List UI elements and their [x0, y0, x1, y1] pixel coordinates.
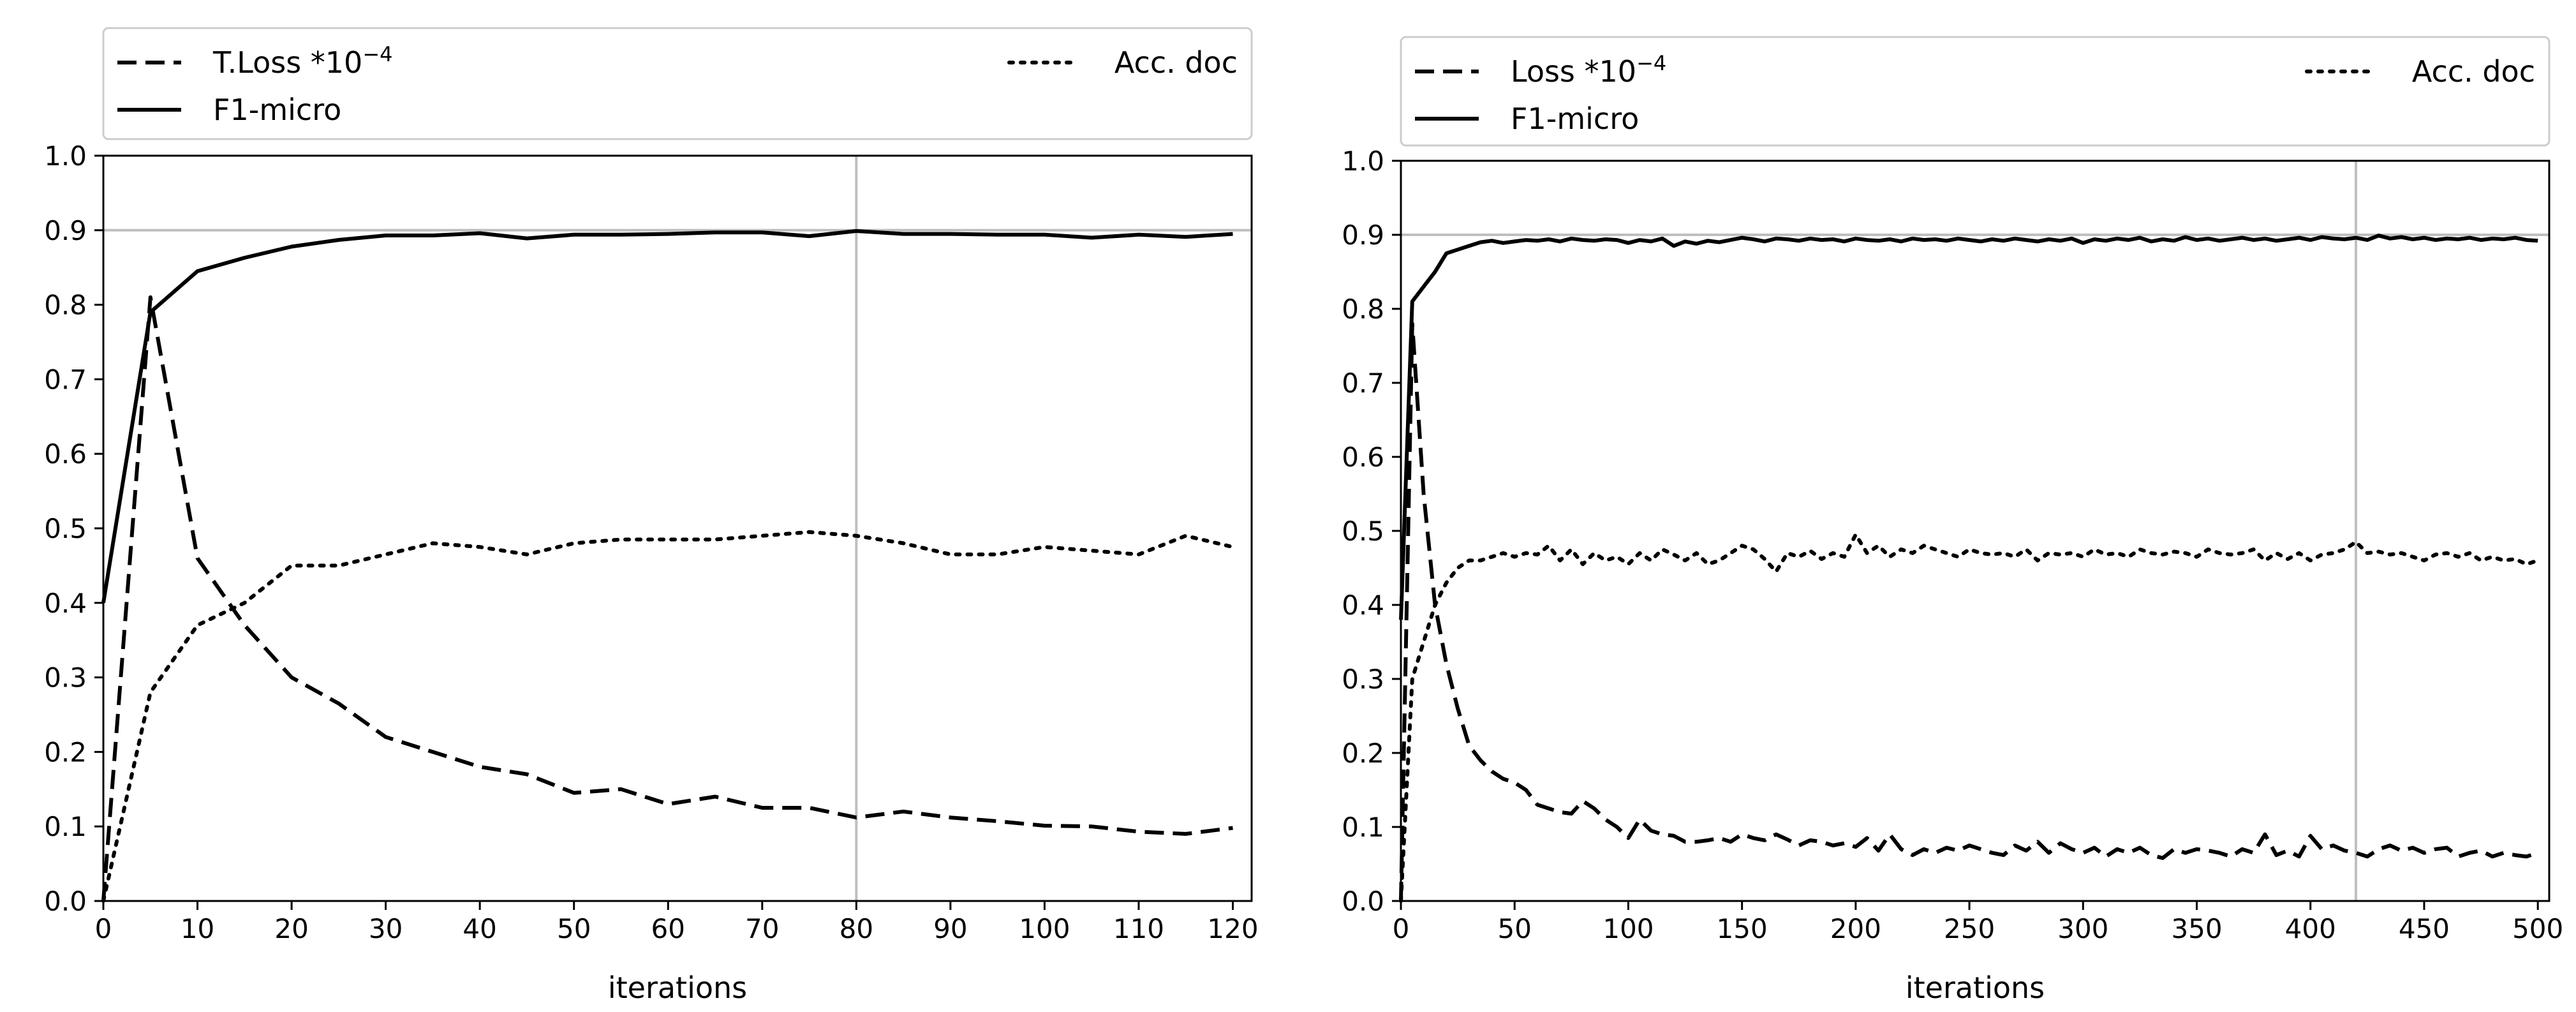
x-tick-label: 300: [2057, 913, 2108, 944]
x-tick-label: 60: [651, 913, 685, 944]
series-line-dashed: [1399, 322, 2539, 902]
x-tick-label: 40: [463, 913, 496, 944]
x-tick-label: 350: [2171, 913, 2222, 944]
series-line-solid: [101, 229, 1233, 604]
series-line-dashed: [101, 295, 1233, 902]
x-tick-label: 10: [181, 913, 214, 944]
x-tick-label: 0: [95, 913, 112, 944]
series-line-solid: [1399, 234, 2538, 620]
y-tick-label: 1.0: [1342, 145, 1384, 177]
legend-label-acc: Acc. doc: [1114, 45, 1238, 80]
right-chart-panel: 0 50 100 150 200 250 300 350 400 450 500 0.0 0.1 0.2 0…: [1342, 36, 2563, 1005]
y-tick-label: 0.3: [1342, 664, 1384, 695]
y-tick-label: 0.6: [44, 438, 87, 470]
legend-exponent: −4: [1636, 51, 1666, 75]
legend-label-acc: Acc. doc: [2412, 54, 2535, 89]
x-tick-label: 250: [1944, 913, 1995, 944]
plot-frame: [102, 154, 1253, 902]
y-tick-label: 0.9: [1342, 220, 1384, 251]
x-tick-label: 0: [1393, 913, 1410, 944]
x-tick-label: 80: [840, 913, 873, 944]
y-tick-label: 0.1: [44, 811, 87, 842]
x-tick-label: 50: [1497, 913, 1531, 944]
y-tick-label: 0.4: [44, 588, 87, 619]
x-tick-label: 100: [1019, 913, 1070, 944]
x-tick-label: 90: [933, 913, 967, 944]
y-tick-label: 0.0: [44, 886, 87, 917]
y-tick-label: 0.6: [1342, 442, 1384, 473]
legend-label-f1: F1-micro: [1511, 101, 1639, 136]
x-tick-label: 400: [2285, 913, 2336, 944]
x-tick-label: 200: [1830, 913, 1881, 944]
x-tick-label: 110: [1113, 913, 1164, 944]
y-tick-label: 1.0: [44, 140, 87, 172]
x-tick-label: 70: [745, 913, 779, 944]
y-tick-label: 0.8: [1342, 294, 1384, 325]
x-tick-label: 450: [2399, 913, 2450, 944]
y-tick-label: 0.7: [1342, 368, 1384, 399]
x-tick-label: 100: [1603, 913, 1654, 944]
x-tick-label: 150: [1717, 913, 1768, 944]
y-tick-label: 0.7: [44, 364, 87, 395]
y-tick-label: 0.8: [44, 290, 87, 321]
x-axis-label: iterations: [608, 971, 747, 1005]
x-tick-label: 50: [557, 913, 591, 944]
y-tick-label: 0.5: [44, 513, 87, 544]
y-tick-label: 0.0: [1342, 886, 1384, 917]
y-tick-label: 0.5: [1342, 516, 1384, 547]
y-tick-label: 0.3: [44, 662, 87, 694]
y-tick-label: 0.4: [1342, 590, 1384, 621]
x-axis-label: iterations: [1906, 971, 2045, 1005]
x-tick-label: 500: [2512, 913, 2563, 944]
legend-box: [102, 27, 1253, 140]
series-line-dotted: [101, 530, 1235, 903]
legend-exponent: −4: [362, 42, 392, 66]
y-tick-label: 0.9: [44, 215, 87, 246]
left-chart-panel: 0 10 20 30 40 50 60 70 80 90 100 110 120 0.0 0.1 0.2 0.3…: [44, 27, 1259, 1005]
y-tick-label: 0.2: [1342, 738, 1384, 769]
y-tick-label: 0.1: [1342, 812, 1384, 843]
x-tick-label: 30: [369, 913, 403, 944]
x-tick-label: 20: [274, 913, 308, 944]
series-line-dotted: [1399, 532, 2540, 903]
plot-frame: [1400, 160, 2550, 902]
x-tick-label: 120: [1207, 913, 1258, 944]
legend-label-f1: F1-micro: [213, 93, 341, 127]
legend-box: [1400, 36, 2550, 147]
y-tick-label: 0.2: [44, 736, 87, 768]
